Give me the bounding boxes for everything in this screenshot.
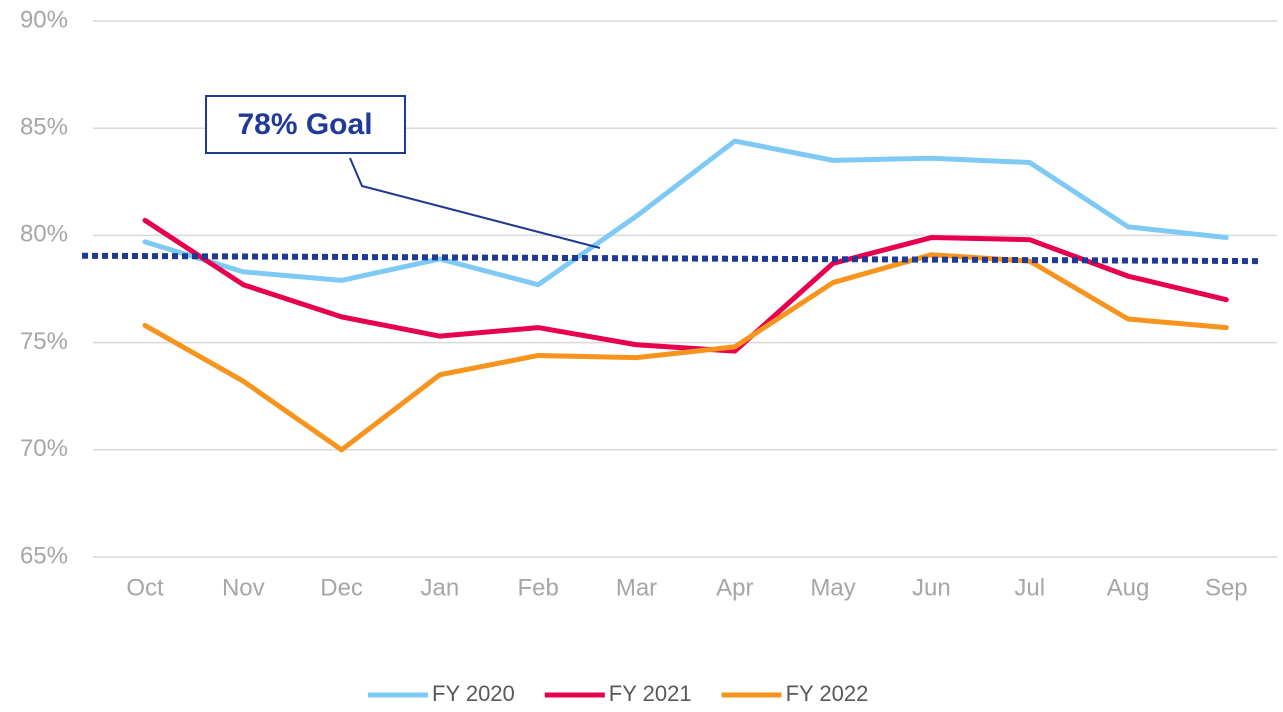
x-tick-label: Jan (421, 574, 460, 601)
x-tick-label: Jun (912, 574, 951, 601)
x-tick-label: May (810, 574, 855, 601)
x-tick-label: Oct (126, 574, 164, 601)
y-tick-label: 75% (20, 328, 68, 355)
goal-line (81, 252, 1263, 265)
x-tick-label: Nov (222, 574, 265, 601)
annotation-leader (349, 157, 601, 249)
y-tick-label: 70% (20, 435, 68, 462)
series-line (142, 252, 1229, 453)
annotation: 78% Goal (237, 108, 372, 141)
x-tick-label: Feb (518, 574, 559, 601)
legend-label: FY 2020 (432, 681, 515, 706)
x-tick-label: Jul (1014, 574, 1045, 601)
x-tick-label: Dec (320, 574, 363, 601)
y-tick-label: 90% (20, 6, 68, 33)
x-tick-label: Mar (616, 574, 657, 601)
series-line (142, 138, 1229, 288)
y-tick-label: 65% (20, 542, 68, 569)
annotation-box (205, 95, 406, 154)
x-tick-label: Apr (716, 574, 753, 601)
legend-label: FY 2021 (609, 681, 692, 706)
y-tick-label: 80% (20, 221, 68, 248)
x-tick-label: Aug (1107, 574, 1150, 601)
legend-label: FY 2022 (786, 681, 869, 706)
series-line (142, 217, 1229, 354)
x-tick-label: Sep (1205, 574, 1248, 601)
y-tick-label: 85% (20, 114, 68, 141)
